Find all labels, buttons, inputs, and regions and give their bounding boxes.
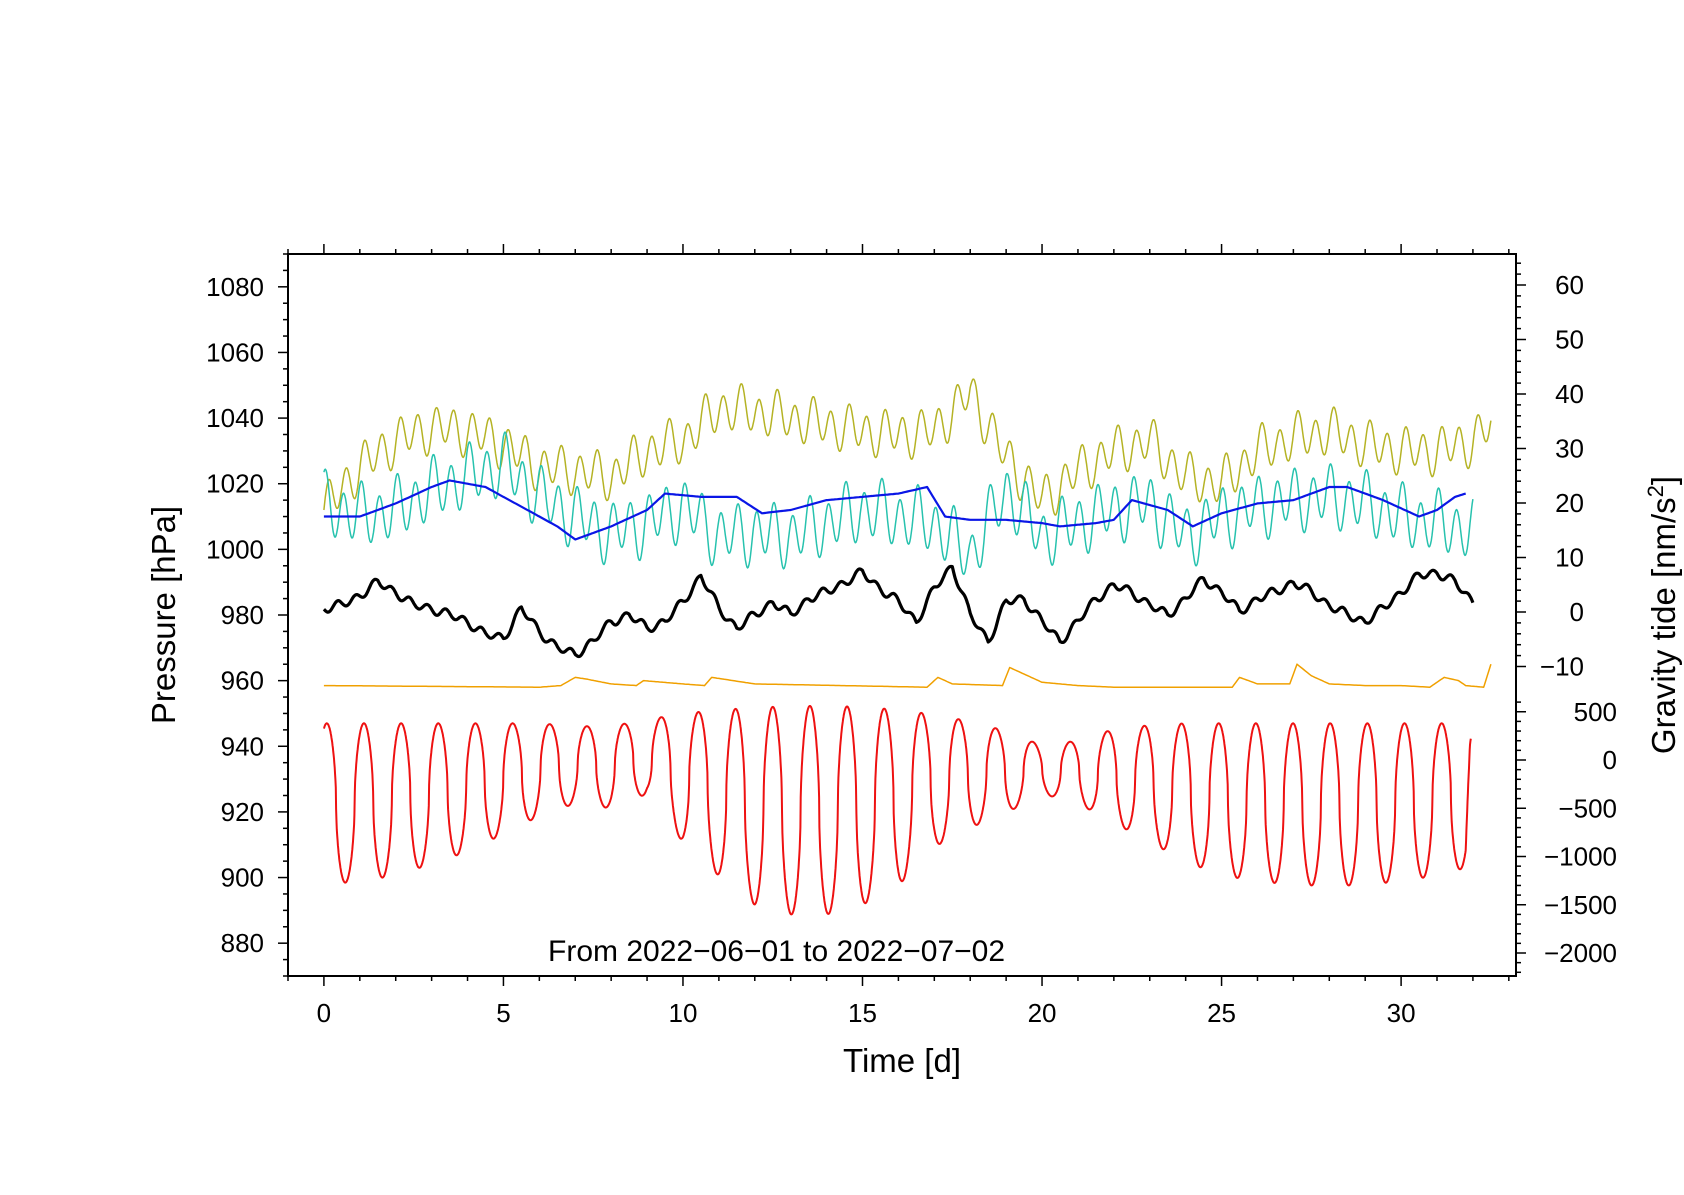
- left-tick-label: 1060: [206, 337, 264, 367]
- right-lower-tick-label: −1500: [1544, 890, 1617, 920]
- left-tick-label: 1040: [206, 403, 264, 433]
- right-axis-label-end: ]: [1645, 476, 1682, 485]
- axis-layer: 0 5 10 15 20 25 308809009209409609801000102010…: [206, 244, 1617, 1028]
- date-range-annotation: From 2022−06−01 to 2022−07−02: [548, 935, 1005, 968]
- series-line-teal: [323, 431, 1474, 576]
- left-tick-label: 1000: [206, 534, 264, 564]
- right-axis-label-sup: 2: [1643, 485, 1668, 497]
- right-lower-tick-label: 0: [1603, 745, 1617, 775]
- x-tick-label: 15: [848, 998, 877, 1028]
- x-tick-label: 25: [1207, 998, 1236, 1028]
- right-axis-label-main: Gravity tide [nm/s: [1645, 497, 1682, 754]
- right-lower-tick-label: −500: [1558, 793, 1617, 823]
- left-axis-label: Pressure [hPa]: [145, 506, 182, 724]
- x-tick-label: 20: [1028, 998, 1057, 1028]
- left-tick-label: 880: [221, 928, 264, 958]
- right-upper-tick-label: 30: [1555, 434, 1584, 464]
- right-lower-tick-label: −1000: [1544, 842, 1617, 872]
- series-line-black: [322, 564, 1475, 659]
- left-tick-label: 940: [221, 731, 264, 761]
- x-tick-label: 5: [496, 998, 510, 1028]
- right-upper-tick-label: 20: [1555, 488, 1584, 518]
- right-upper-tick-label: 50: [1555, 325, 1584, 355]
- x-tick-label: 30: [1387, 998, 1416, 1028]
- right-axis-label: Gravity tide [nm/s2]: [1643, 476, 1682, 754]
- x-tick-label: 10: [669, 998, 698, 1028]
- left-tick-label: 900: [221, 863, 264, 893]
- left-tick-label: 980: [221, 600, 264, 630]
- right-upper-tick-label: 0: [1570, 597, 1584, 627]
- x-axis-label: Time [d]: [843, 1042, 961, 1079]
- left-tick-label: 1020: [206, 469, 264, 499]
- right-lower-tick-label: 500: [1574, 697, 1617, 727]
- series-line-red: [322, 705, 1472, 916]
- left-tick-label: 1080: [206, 272, 264, 302]
- right-upper-tick-label: 10: [1555, 543, 1584, 573]
- right-lower-tick-label: −2000: [1544, 938, 1617, 968]
- left-tick-label: 920: [221, 797, 264, 827]
- series-line-olive: [323, 378, 1492, 516]
- series-line-orange: [323, 663, 1492, 688]
- left-tick-label: 960: [221, 666, 264, 696]
- right-upper-tick-label: −10: [1540, 652, 1584, 682]
- x-tick-label: 0: [317, 998, 331, 1028]
- right-upper-tick-label: 40: [1555, 379, 1584, 409]
- series-line-blue: [323, 479, 1466, 541]
- right-upper-tick-label: 60: [1555, 270, 1584, 300]
- series-layer: [322, 378, 1492, 916]
